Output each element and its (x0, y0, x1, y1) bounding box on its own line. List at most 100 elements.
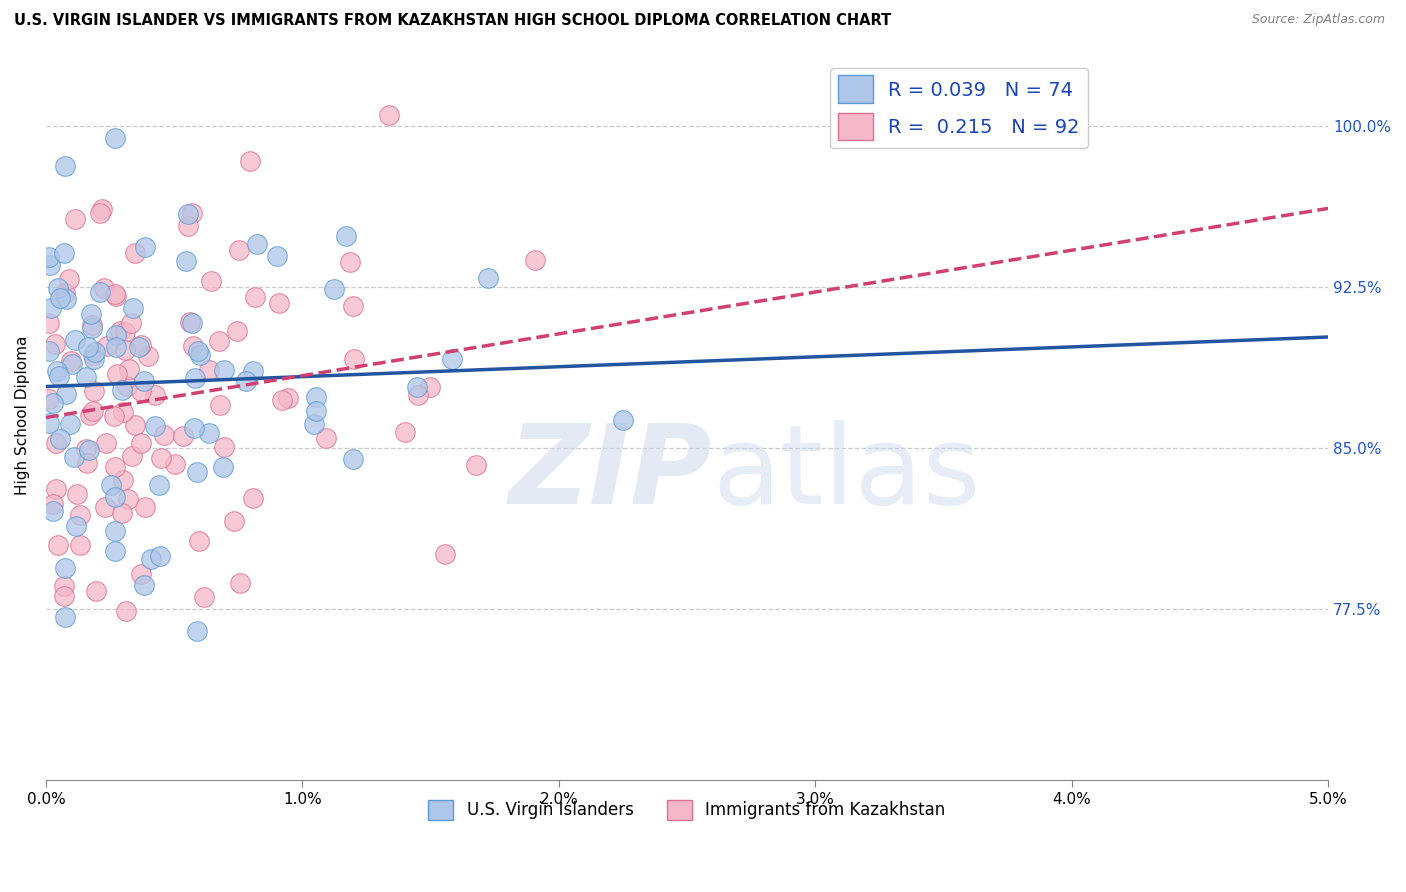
Point (75, 442, 97, 456)
Point (134, 500, 156, 514)
Point (42, 497, 65, 511)
Point (134, 240, 156, 254)
Point (60, 357, 83, 371)
Point (83, 352, 105, 367)
Point (38, 392, 60, 406)
Point (315, 431, 337, 445)
Point (69, 538, 91, 552)
Point (406, 388, 429, 402)
Point (53, 159, 76, 173)
Point (163, 457, 186, 471)
Point (45, 436, 67, 450)
Point (187, 534, 209, 549)
Point (53, 610, 76, 624)
Point (52, 246, 75, 260)
Point (65, 211, 87, 226)
Point (343, 352, 366, 367)
Point (129, 436, 152, 450)
Point (55, 387, 77, 401)
Point (183, 371, 205, 385)
Point (188, 348, 211, 362)
Point (136, 349, 159, 363)
Point (112, 405, 135, 419)
Point (305, 390, 328, 404)
Point (82, 320, 104, 334)
Point (149, 549, 172, 563)
Point (183, 421, 205, 435)
Point (464, 458, 486, 472)
Point (94, 435, 117, 450)
Point (48, 281, 70, 295)
Point (79, 408, 101, 422)
Point (66, 487, 89, 501)
Point (139, 552, 162, 566)
Point (39, 301, 62, 316)
Point (181, 339, 204, 353)
Point (63, 450, 86, 464)
Point (441, 351, 464, 366)
Point (117, 492, 139, 507)
Point (228, 243, 250, 257)
Point (129, 384, 152, 398)
Point (477, 270, 499, 285)
Point (89, 285, 111, 299)
Point (84, 584, 107, 599)
Point (77, 340, 100, 354)
Point (302, 417, 325, 431)
Point (419, 380, 441, 394)
Point (89, 206, 111, 220)
Point (93, 281, 115, 295)
Point (323, 282, 346, 296)
Point (49, 291, 72, 305)
Point (82, 348, 104, 362)
Point (105, 367, 128, 381)
Point (129, 338, 152, 352)
Legend: U.S. Virgin Islanders, Immigrants from Kazakhstan: U.S. Virgin Islanders, Immigrants from K… (422, 793, 952, 827)
Point (342, 299, 364, 313)
Point (69, 508, 91, 523)
Point (44, 336, 66, 351)
Point (104, 460, 127, 475)
Point (53, 590, 76, 604)
Text: Source: ZipAtlas.com: Source: ZipAtlas.com (1251, 13, 1385, 27)
Point (208, 334, 231, 348)
Point (121, 449, 143, 463)
Point (200, 275, 222, 289)
Point (118, 362, 141, 376)
Point (342, 452, 364, 467)
Point (134, 578, 156, 592)
Point (198, 426, 221, 441)
Point (242, 491, 264, 505)
Point (152, 428, 174, 442)
Point (111, 384, 134, 398)
Point (229, 575, 252, 590)
Point (120, 316, 142, 330)
Point (105, 289, 128, 303)
Point (222, 514, 245, 528)
Point (271, 392, 294, 407)
Point (246, 237, 269, 252)
Point (121, 301, 143, 315)
Point (38, 343, 60, 358)
Point (243, 290, 266, 304)
Point (226, 324, 249, 338)
Point (143, 388, 166, 402)
Point (339, 254, 361, 268)
Point (75, 370, 97, 384)
Point (53, 561, 76, 575)
Point (114, 325, 136, 339)
Point (38, 316, 60, 330)
Point (65, 333, 87, 347)
Point (79, 442, 101, 457)
Point (38, 258, 60, 272)
Point (79, 308, 101, 322)
Point (100, 478, 122, 492)
Point (58, 272, 80, 286)
Point (198, 363, 221, 377)
Point (186, 465, 208, 479)
Point (48, 538, 70, 552)
Point (177, 219, 200, 233)
Point (148, 478, 170, 492)
Point (96, 339, 118, 353)
Point (60, 354, 83, 368)
